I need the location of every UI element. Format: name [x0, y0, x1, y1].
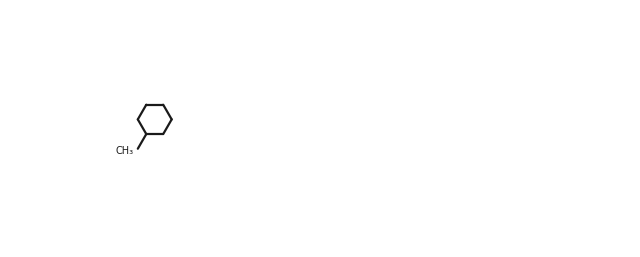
Text: CH₃: CH₃: [116, 146, 134, 156]
